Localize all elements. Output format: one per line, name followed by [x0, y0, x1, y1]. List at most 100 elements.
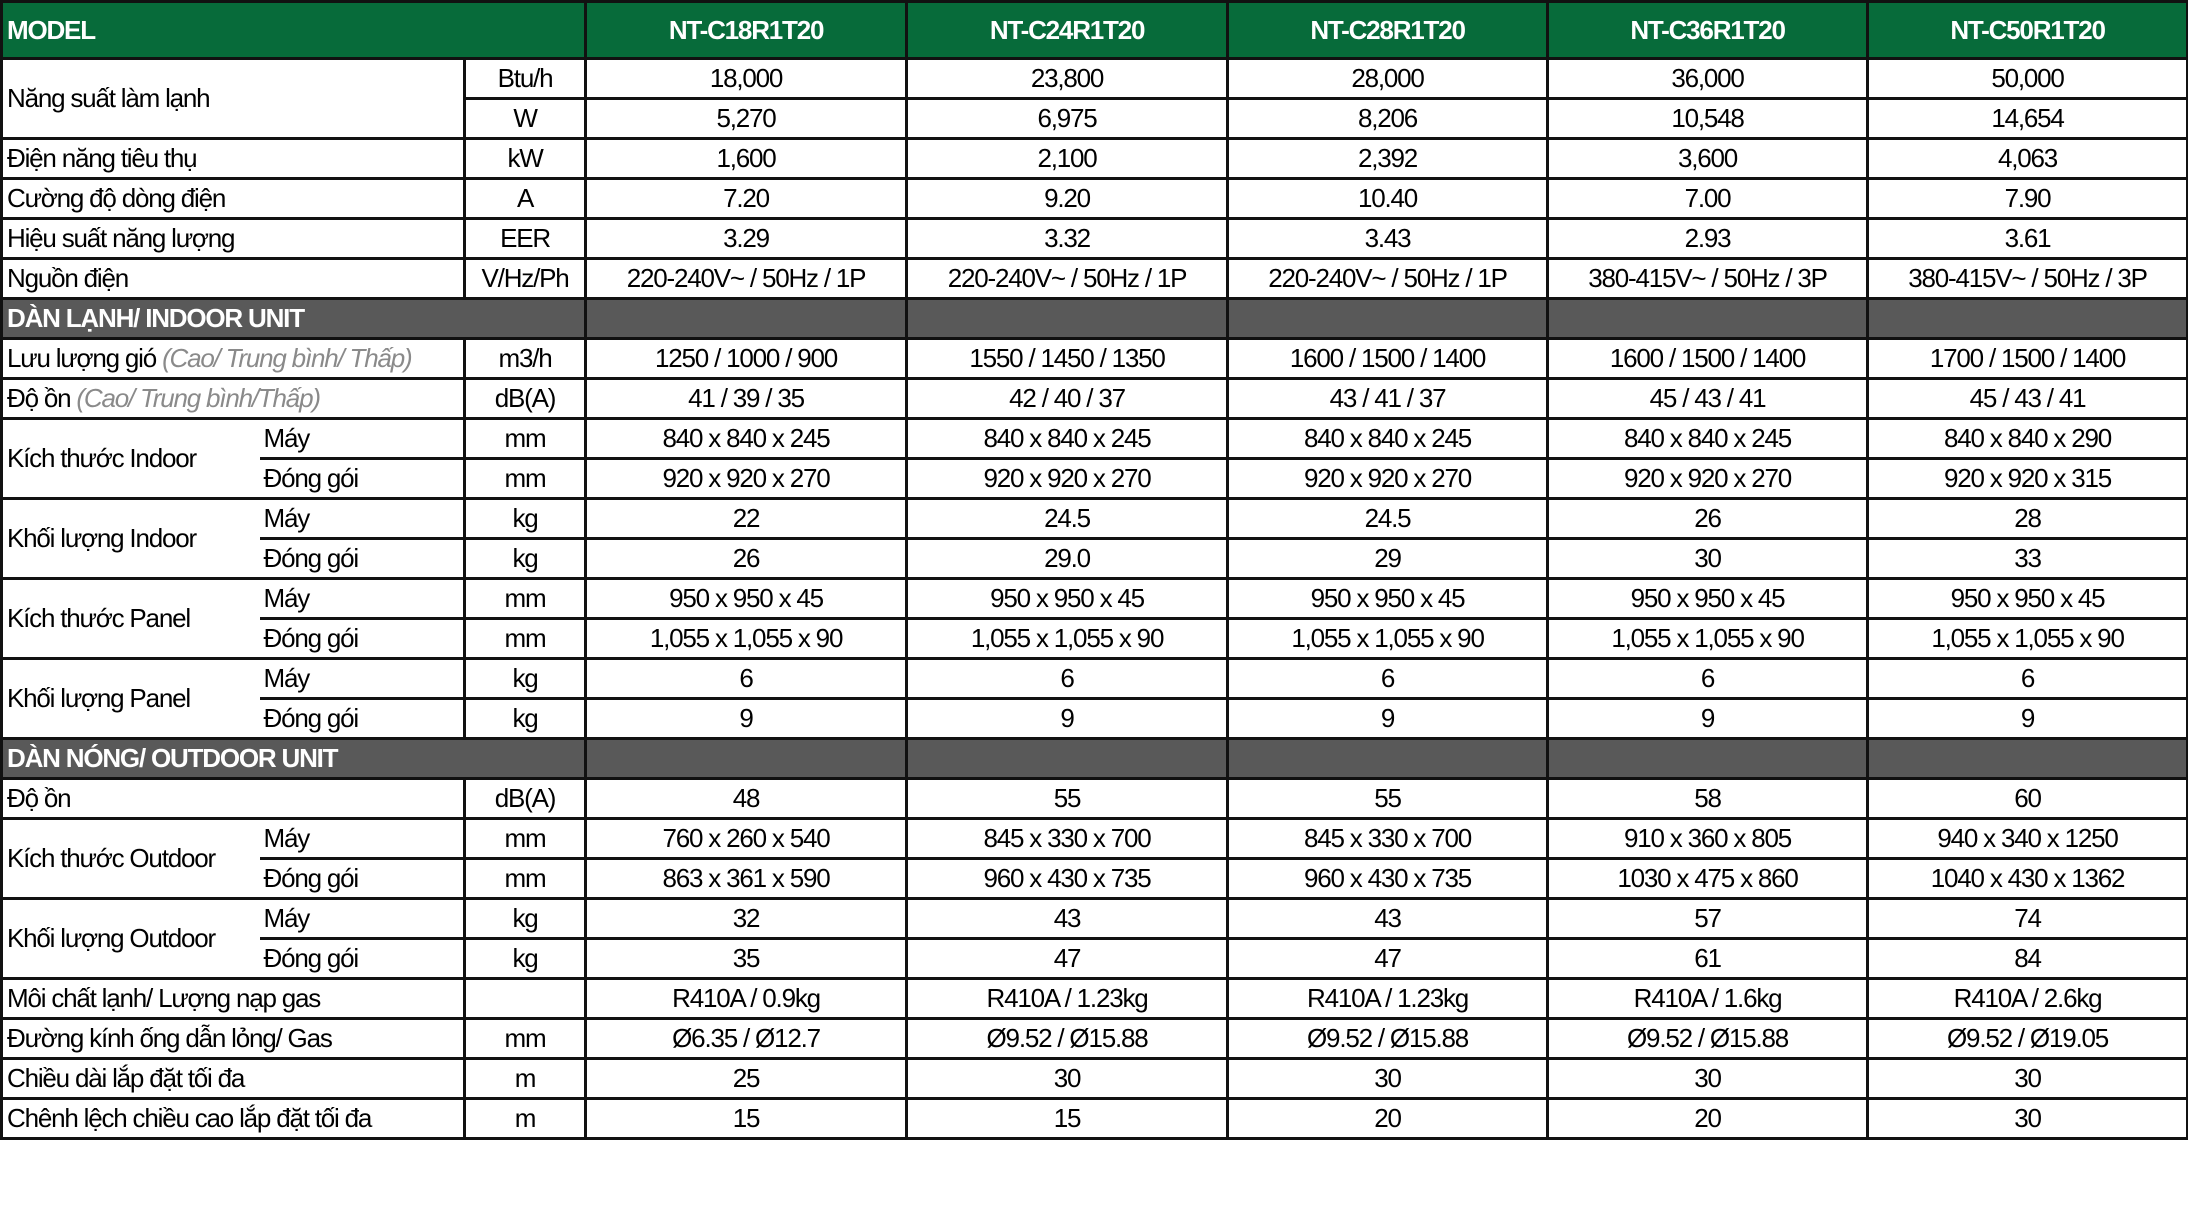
value-cell: 60	[1866, 777, 2188, 820]
value-cell: 50,000	[1866, 57, 2188, 100]
table-row: Đóng gói mm 863 x 361 x 590 960 x 430 x 735…	[2, 857, 2188, 900]
section-cell	[584, 297, 909, 340]
row-label-text: Chênh lệch chiều cao lắp đặt tối đa	[7, 1103, 372, 1133]
value-cell: R410A / 1.23kg	[1226, 977, 1550, 1020]
table-row: Đóng gói mm 1,055 x 1,055 x 90 1,055 x 1,05…	[2, 617, 2188, 660]
value-cell: 47	[1226, 937, 1550, 980]
unit-cell: V/Hz/Ph	[462, 257, 588, 300]
value-cell: 9.20	[905, 177, 1230, 220]
value-cell: 45 / 43 / 41	[1866, 377, 2188, 420]
section-cell	[1866, 297, 2188, 340]
spec-table-body: MODEL NT-C18R1T20 NT-C24R1T20 NT-C28R1T20 NT…	[0, 0, 2188, 1140]
value-cell: 25	[584, 1057, 909, 1100]
value-cell: 3.29	[584, 217, 909, 260]
row-sub-label: Đóng gói	[259, 937, 466, 980]
value-cell: 9	[905, 697, 1230, 740]
model-name-header: NT-C50R1T20	[1866, 0, 2188, 60]
unit-cell: kg	[462, 537, 588, 580]
value-cell: 15	[905, 1097, 1230, 1140]
table-row: Đóng gói kg 9 9 9 9 9	[2, 697, 2188, 740]
value-cell: 14,654	[1866, 97, 2188, 140]
value-cell: 950 x 950 x 45	[905, 577, 1230, 620]
value-cell: 45 / 43 / 41	[1546, 377, 1870, 420]
row-label-note: (Cao/ Trung bình/ Thấp)	[162, 343, 413, 373]
row-group-label: Kích thước Outdoor	[0, 817, 260, 900]
row-label-text: Môi chất lạnh/ Lượng nạp gas	[7, 983, 321, 1013]
value-cell: 55	[1226, 777, 1550, 820]
value-cell: 18,000	[584, 57, 909, 100]
table-row: Hiệu suất năng lượng EER 3.29 3.32 3.43 2.93 3…	[0, 217, 2188, 260]
unit-cell: kg	[462, 497, 588, 540]
row-label: Chênh lệch chiều cao lắp đặt tối đa	[0, 1097, 466, 1140]
row-sub-label: Máy	[259, 577, 466, 620]
value-cell: 22	[584, 497, 909, 540]
value-cell: 1700 / 1500 / 1400	[1866, 337, 2188, 380]
value-cell: 30	[1546, 1057, 1870, 1100]
row-sub-label: Máy	[259, 657, 466, 700]
unit-cell: m3/h	[462, 337, 588, 380]
value-cell: 58	[1546, 777, 1870, 820]
row-group-label: Khối lượng Panel	[0, 657, 260, 740]
value-cell: 30	[1226, 1057, 1550, 1100]
value-cell: 863 x 361 x 590	[584, 857, 909, 900]
table-row: Kích thước Outdoor Máy mm 760 x 260 x 540 84…	[0, 817, 2188, 900]
value-cell: 28,000	[1226, 57, 1550, 100]
table-row: Độ ồn (Cao/ Trung bình/Thấp) dB(A) 41 / 39…	[0, 377, 2188, 420]
value-cell: 840 x 840 x 245	[905, 417, 1230, 460]
table-row: Điện năng tiêu thụ kW 1,600 2,100 2,392 3,600…	[0, 137, 2188, 180]
value-cell: 920 x 920 x 270	[584, 457, 909, 500]
value-cell: 1,600	[584, 137, 909, 180]
row-label-text: Đường kính ống dẫn lỏng/ Gas	[7, 1023, 333, 1053]
table-row: Cường độ dòng điện A 7.20 9.20 10.40 7.00 7.90	[0, 177, 2188, 220]
table-row: Khối lượng Panel Máy kg 6 6 6 6 6	[0, 657, 2188, 740]
value-cell: 74	[1866, 897, 2188, 940]
row-group-label: Kích thước Panel	[0, 577, 260, 660]
section-row: DÀN LẠNH/ INDOOR UNIT	[0, 297, 2188, 340]
value-cell: R410A / 2.6kg	[1866, 977, 2188, 1020]
model-name-header: NT-C36R1T20	[1546, 0, 1870, 60]
value-cell: 2.93	[1546, 217, 1870, 260]
value-cell: 3,600	[1546, 137, 1870, 180]
value-cell: 1600 / 1500 / 1400	[1226, 337, 1550, 380]
row-label: Đường kính ống dẫn lỏng/ Gas	[0, 1017, 466, 1060]
value-cell: Ø9.52 / Ø15.88	[1226, 1017, 1550, 1060]
value-cell: 1030 x 475 x 860	[1546, 857, 1870, 900]
row-group-label: Khối lượng Outdoor	[0, 897, 260, 980]
unit-cell: kg	[462, 657, 588, 700]
table-row: Kích thước Panel Máy mm 950 x 950 x 45 950 x…	[0, 577, 2188, 660]
value-cell: 48	[584, 777, 909, 820]
value-cell: 6	[1546, 657, 1870, 700]
value-cell: 29.0	[905, 537, 1230, 580]
value-cell: 845 x 330 x 700	[1226, 817, 1550, 860]
value-cell: 1,055 x 1,055 x 90	[905, 617, 1230, 660]
value-cell: 8,206	[1226, 97, 1550, 140]
value-cell: 6	[905, 657, 1230, 700]
row-label-text: Độ ồn	[7, 783, 72, 813]
section-cell	[1866, 737, 2188, 780]
value-cell: Ø9.52 / Ø15.88	[905, 1017, 1230, 1060]
value-cell: 9	[1546, 697, 1870, 740]
value-cell: 30	[905, 1057, 1230, 1100]
value-cell: Ø6.35 / Ø12.7	[584, 1017, 909, 1060]
value-cell: 20	[1546, 1097, 1870, 1140]
unit-cell: kW	[462, 137, 588, 180]
value-cell: 84	[1866, 937, 2188, 980]
value-cell: 940 x 340 x 1250	[1866, 817, 2188, 860]
table-row: Chênh lệch chiều cao lắp đặt tối đa m 15 15…	[0, 1097, 2188, 1140]
value-cell: 26	[1546, 497, 1870, 540]
unit-cell: kg	[462, 697, 588, 740]
value-cell: 910 x 360 x 805	[1546, 817, 1870, 860]
unit-cell: kg	[462, 897, 588, 940]
table-row: Đóng gói kg 26 29.0 29 30 33	[2, 537, 2188, 580]
value-cell: 840 x 840 x 245	[1226, 417, 1550, 460]
value-cell: 1,055 x 1,055 x 90	[584, 617, 909, 660]
value-cell: 20	[1226, 1097, 1550, 1140]
value-cell: 42 / 40 / 37	[905, 377, 1230, 420]
value-cell: 845 x 330 x 700	[905, 817, 1230, 860]
unit-cell: A	[462, 177, 588, 220]
spec-table: MODEL NT-C18R1T20 NT-C24R1T20 NT-C28R1T20 NT…	[0, 0, 2188, 1140]
value-cell: 35	[584, 937, 909, 980]
value-cell: 30	[1546, 537, 1870, 580]
table-row: Độ ồn dB(A) 48 55 55 58 60	[0, 777, 2188, 820]
unit-cell: W	[462, 97, 588, 140]
